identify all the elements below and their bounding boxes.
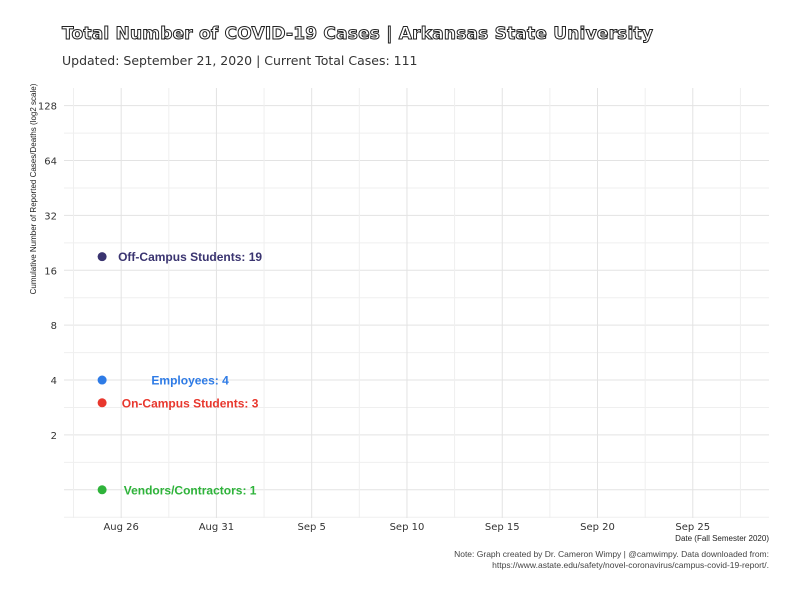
x-axis-title: Date (Fall Semester 2020) xyxy=(675,534,769,543)
y-tick-label: 128 xyxy=(38,102,57,113)
y-axis-title: Cumulative Number of Reported Cases/Deat… xyxy=(29,83,38,294)
data-label: Vendors/Contractors: 1 xyxy=(124,483,257,497)
y-tick-label: 8 xyxy=(51,321,57,332)
x-tick-label: Sep 20 xyxy=(580,522,615,533)
chart-caption: Note: Graph created by Dr. Cameron Wimpy… xyxy=(454,549,769,571)
chart-subtitle: Updated: September 21, 2020 | Current To… xyxy=(62,53,418,68)
x-tick-label: Sep 25 xyxy=(675,522,710,533)
x-tick-label: Sep 15 xyxy=(485,522,520,533)
data-label: Off-Campus Students: 19 xyxy=(118,250,262,264)
x-tick-label: Aug 26 xyxy=(103,522,138,533)
data-labels: Off-Campus Students: 19 Employees: 4 On-Ca… xyxy=(118,250,262,497)
x-tick-label: Sep 10 xyxy=(390,522,425,533)
data-points xyxy=(97,252,107,495)
data-point xyxy=(97,485,107,495)
data-label: Employees: 4 xyxy=(151,374,229,388)
caption-line: https://www.astate.edu/safety/novel-coro… xyxy=(492,560,769,570)
data-point xyxy=(97,398,107,408)
grid xyxy=(64,88,769,518)
y-tick-label: 4 xyxy=(51,376,57,387)
y-tick-label: 64 xyxy=(44,157,57,168)
y-tick-label: 16 xyxy=(44,266,57,277)
y-tick-label: 2 xyxy=(51,431,57,442)
x-tick-label: Aug 31 xyxy=(199,522,234,533)
y-axis-ticks: 2 4 8 16 32 64 128 xyxy=(38,102,57,442)
y-tick-label: 32 xyxy=(44,211,57,222)
x-axis-ticks: Aug 26 Aug 31 Sep 5 Sep 10 Sep 15 Sep 20 Sep 2… xyxy=(103,522,710,533)
data-point xyxy=(97,252,107,262)
x-tick-label: Sep 5 xyxy=(298,522,326,533)
data-point xyxy=(97,375,107,385)
caption-line: Note: Graph created by Dr. Cameron Wimpy… xyxy=(454,549,769,559)
data-label: On-Campus Students: 3 xyxy=(122,396,259,410)
chart-title: Total Number of COVID-19 Cases | Arkansa… xyxy=(61,24,654,45)
